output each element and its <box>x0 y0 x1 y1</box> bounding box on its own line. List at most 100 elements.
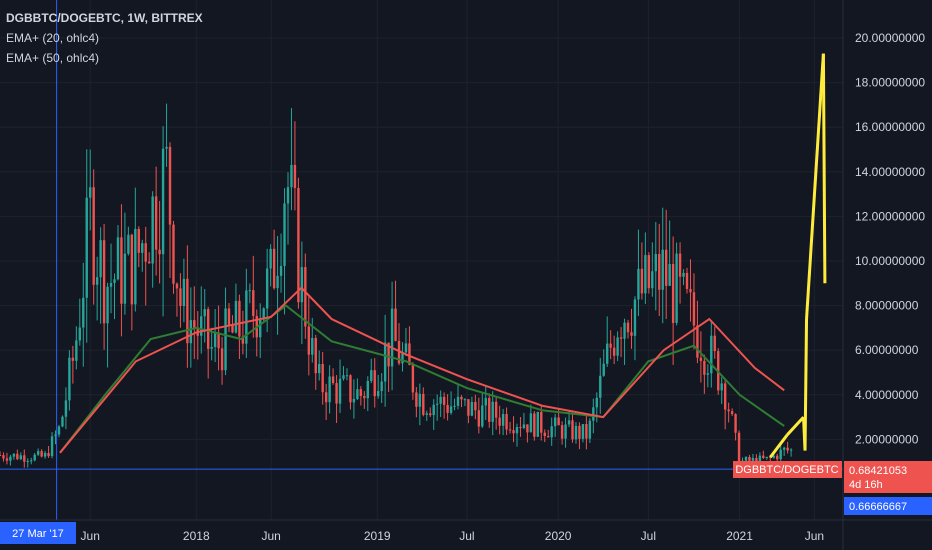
candle-body <box>491 401 494 422</box>
candle-body <box>720 383 723 391</box>
price-tick-label: 6.00000000 <box>855 343 919 357</box>
candle-body <box>383 342 387 382</box>
candle-body <box>533 413 536 437</box>
candle-body <box>730 411 734 415</box>
price-tick-label: 16.00000000 <box>855 120 925 134</box>
candle-body <box>210 346 213 349</box>
candle-body <box>692 292 696 326</box>
candle-body <box>363 396 366 399</box>
time-axis[interactable]: Jun 2018 Jun 2019 Jul 2020 Jul 2021 Jun <box>81 529 825 543</box>
candle-body <box>290 164 293 188</box>
grid-lines <box>0 0 843 520</box>
candle-body <box>127 234 130 254</box>
candle-body <box>33 454 36 461</box>
time-tick-label: 2018 <box>183 529 210 543</box>
candle-body <box>484 397 487 406</box>
candle-body <box>64 400 68 417</box>
candle-body <box>782 447 786 450</box>
candle-body <box>474 401 477 411</box>
candle-body <box>529 413 533 433</box>
candle-body <box>61 416 64 427</box>
candle-body <box>311 337 314 355</box>
candle-body <box>723 383 727 410</box>
ema20-line <box>59 304 785 454</box>
candle-body <box>762 455 765 459</box>
candle-body <box>744 456 748 461</box>
candle-body <box>432 404 435 416</box>
candle-body <box>609 343 612 348</box>
candle-body <box>661 249 664 290</box>
candle-body <box>238 300 241 337</box>
candle-body <box>675 253 678 323</box>
time-tick-label: Jul <box>641 529 656 543</box>
candle-body <box>769 456 772 458</box>
candle-body <box>689 288 692 293</box>
candle-body <box>89 187 92 198</box>
time-tick-label: 2021 <box>726 529 753 543</box>
candle-body <box>300 267 304 303</box>
candle-body <box>144 243 147 262</box>
candle-body <box>630 332 633 336</box>
candle-body <box>481 405 484 427</box>
candle-body <box>640 268 644 294</box>
chart-title[interactable]: DGBBTC/DOGEBTC, 1W, BITTREX <box>6 11 203 25</box>
candle-body <box>123 253 127 304</box>
projection-segment <box>821 53 827 284</box>
candle-body <box>245 290 248 344</box>
candle-body <box>522 424 526 429</box>
candle-body <box>703 360 706 375</box>
candle-body <box>231 325 234 333</box>
candle-body <box>2 455 5 459</box>
candle-body <box>71 357 75 361</box>
candle-body <box>134 228 137 305</box>
candle-body <box>488 397 491 422</box>
candle-body <box>463 399 467 401</box>
price-tick-label: 20.00000000 <box>855 31 925 45</box>
price-tick-label: 4.00000000 <box>855 388 919 402</box>
candle-body <box>95 277 99 285</box>
candle-body <box>595 397 598 408</box>
candle-body <box>442 396 446 405</box>
candle-body <box>373 370 376 397</box>
candle-body <box>50 436 54 457</box>
candle-body <box>116 237 120 280</box>
candle-body <box>40 451 43 457</box>
candle-body <box>706 373 710 375</box>
candle-body <box>789 449 793 451</box>
candle-body <box>581 424 585 439</box>
candle-body <box>560 425 564 439</box>
candle-body <box>200 316 203 336</box>
candle-body <box>168 146 172 225</box>
candle-body <box>356 389 359 399</box>
candle-body <box>494 401 498 418</box>
candle-body <box>338 378 342 404</box>
candle-body <box>120 237 123 304</box>
candle-body <box>366 380 369 399</box>
candle-body <box>612 347 616 356</box>
price-axis[interactable]: 2.00000000 4.00000000 6.00000000 8.00000000… <box>855 31 925 446</box>
candle-body <box>460 396 463 400</box>
candle-body <box>23 455 26 462</box>
candle-body <box>175 283 179 289</box>
price-tick-label: 14.00000000 <box>855 165 925 179</box>
candle-body <box>467 399 470 416</box>
candle-body <box>78 327 82 341</box>
candle-body <box>179 288 182 307</box>
candle-body <box>758 455 762 465</box>
candle-body <box>5 458 9 461</box>
candle-body <box>172 224 175 284</box>
candle-body <box>623 322 626 339</box>
candle-body <box>307 326 311 355</box>
candle-body <box>352 398 356 403</box>
candle-body <box>265 268 269 309</box>
candle-body <box>699 357 703 361</box>
hline-price-value: 0.66666667 <box>849 501 907 513</box>
candle-body <box>349 375 352 403</box>
candle-body <box>12 453 16 457</box>
projection-segment <box>769 434 789 459</box>
ema50-legend[interactable]: EMA+ (50, ohlc4) <box>6 51 100 65</box>
ema20-legend[interactable]: EMA+ (20, ohlc4) <box>6 31 100 45</box>
candle-body <box>151 196 154 264</box>
candle-body <box>92 187 95 285</box>
